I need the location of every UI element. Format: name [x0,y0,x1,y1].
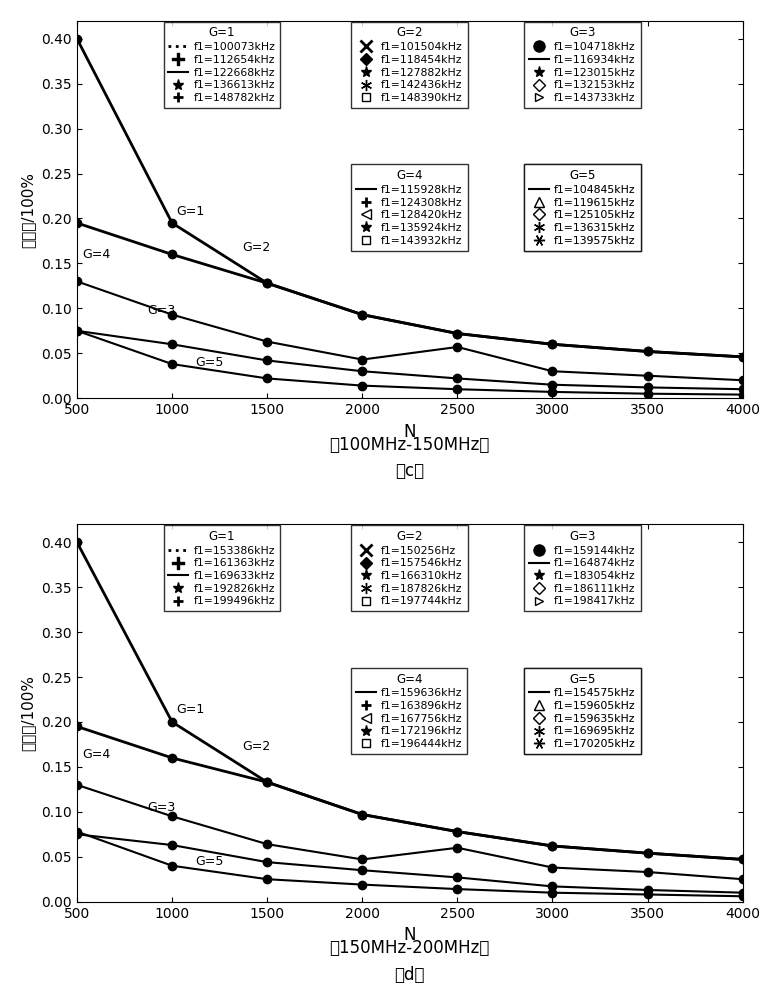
Text: G=5: G=5 [195,356,223,369]
Text: G=2: G=2 [242,740,271,753]
Text: G=2: G=2 [242,241,271,254]
Text: G=5: G=5 [195,855,223,868]
Y-axis label: 虚警率/100%: 虚警率/100% [21,675,36,751]
X-axis label: N: N [404,926,416,944]
Text: G=3: G=3 [148,801,176,814]
Text: （150MHz-200MHz）: （150MHz-200MHz） [330,939,490,957]
Text: （c）: （c） [395,462,424,480]
Text: G=1: G=1 [176,703,204,716]
X-axis label: N: N [404,423,416,441]
Legend: f1=154575kHz, f1=159605kHz, f1=159635kHz, f1=169695kHz, f1=170205kHz: f1=154575kHz, f1=159605kHz, f1=159635kHz… [524,668,640,754]
Text: G=1: G=1 [176,205,204,218]
Text: G=4: G=4 [83,748,111,761]
Y-axis label: 虚警率/100%: 虚警率/100% [21,172,36,248]
Text: G=4: G=4 [83,248,111,261]
Legend: f1=104845kHz, f1=119615kHz, f1=125105kHz, f1=136315kHz, f1=139575kHz: f1=104845kHz, f1=119615kHz, f1=125105kHz… [524,164,640,251]
Text: （100MHz-150MHz）: （100MHz-150MHz） [330,436,490,454]
Text: G=3: G=3 [148,304,176,317]
Text: （d）: （d） [394,966,425,984]
